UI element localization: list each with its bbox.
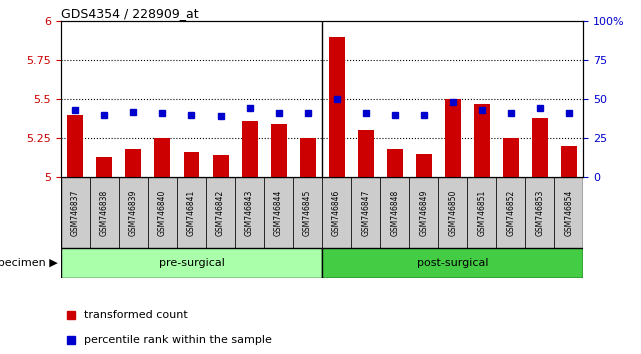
Bar [61, 177, 90, 248]
Text: GSM746853: GSM746853 [535, 189, 544, 236]
Text: GSM746845: GSM746845 [303, 189, 312, 236]
Bar [525, 177, 554, 248]
Text: GSM746849: GSM746849 [419, 189, 428, 236]
Bar [235, 177, 264, 248]
Text: GSM746851: GSM746851 [478, 189, 487, 235]
Bar [496, 177, 525, 248]
Text: GSM746843: GSM746843 [245, 189, 254, 236]
Bar [322, 177, 351, 248]
Text: GSM746842: GSM746842 [216, 189, 225, 235]
Text: GSM746838: GSM746838 [100, 189, 109, 235]
Bar [213, 155, 228, 177]
Bar [271, 124, 287, 177]
Bar [416, 154, 431, 177]
Bar [154, 138, 171, 177]
Bar [329, 37, 345, 177]
Bar [264, 177, 293, 248]
Bar [322, 248, 583, 278]
Bar [380, 177, 409, 248]
Bar [293, 177, 322, 248]
Bar [532, 118, 548, 177]
Text: transformed count: transformed count [85, 310, 188, 320]
Bar [242, 121, 258, 177]
Bar [467, 177, 496, 248]
Text: GSM746852: GSM746852 [506, 189, 515, 235]
Bar [503, 138, 519, 177]
Bar [90, 177, 119, 248]
Text: GSM746839: GSM746839 [129, 189, 138, 236]
Text: pre-surgical: pre-surgical [158, 258, 224, 268]
Bar [67, 115, 83, 177]
Bar [126, 149, 142, 177]
Bar [409, 177, 438, 248]
Bar [445, 99, 461, 177]
Bar [177, 177, 206, 248]
Bar [183, 152, 199, 177]
Bar [474, 104, 490, 177]
Bar [387, 149, 403, 177]
Text: GSM746837: GSM746837 [71, 189, 80, 236]
Bar [554, 177, 583, 248]
Text: GSM746848: GSM746848 [390, 189, 399, 235]
Bar [438, 177, 467, 248]
Bar [61, 248, 322, 278]
Text: GSM746840: GSM746840 [158, 189, 167, 236]
Text: GSM746844: GSM746844 [274, 189, 283, 236]
Text: post-surgical: post-surgical [417, 258, 488, 268]
Bar [206, 177, 235, 248]
Text: specimen ▶: specimen ▶ [0, 258, 58, 268]
Text: GSM746850: GSM746850 [448, 189, 457, 236]
Bar [148, 177, 177, 248]
Text: GSM746841: GSM746841 [187, 189, 196, 235]
Bar [351, 177, 380, 248]
Bar [96, 157, 112, 177]
Text: GDS4354 / 228909_at: GDS4354 / 228909_at [61, 7, 199, 20]
Text: GSM746854: GSM746854 [564, 189, 573, 236]
Bar [299, 138, 315, 177]
Bar [358, 130, 374, 177]
Bar [119, 177, 148, 248]
Bar [561, 146, 577, 177]
Text: GSM746847: GSM746847 [361, 189, 370, 236]
Text: percentile rank within the sample: percentile rank within the sample [85, 335, 272, 344]
Text: GSM746846: GSM746846 [332, 189, 341, 236]
